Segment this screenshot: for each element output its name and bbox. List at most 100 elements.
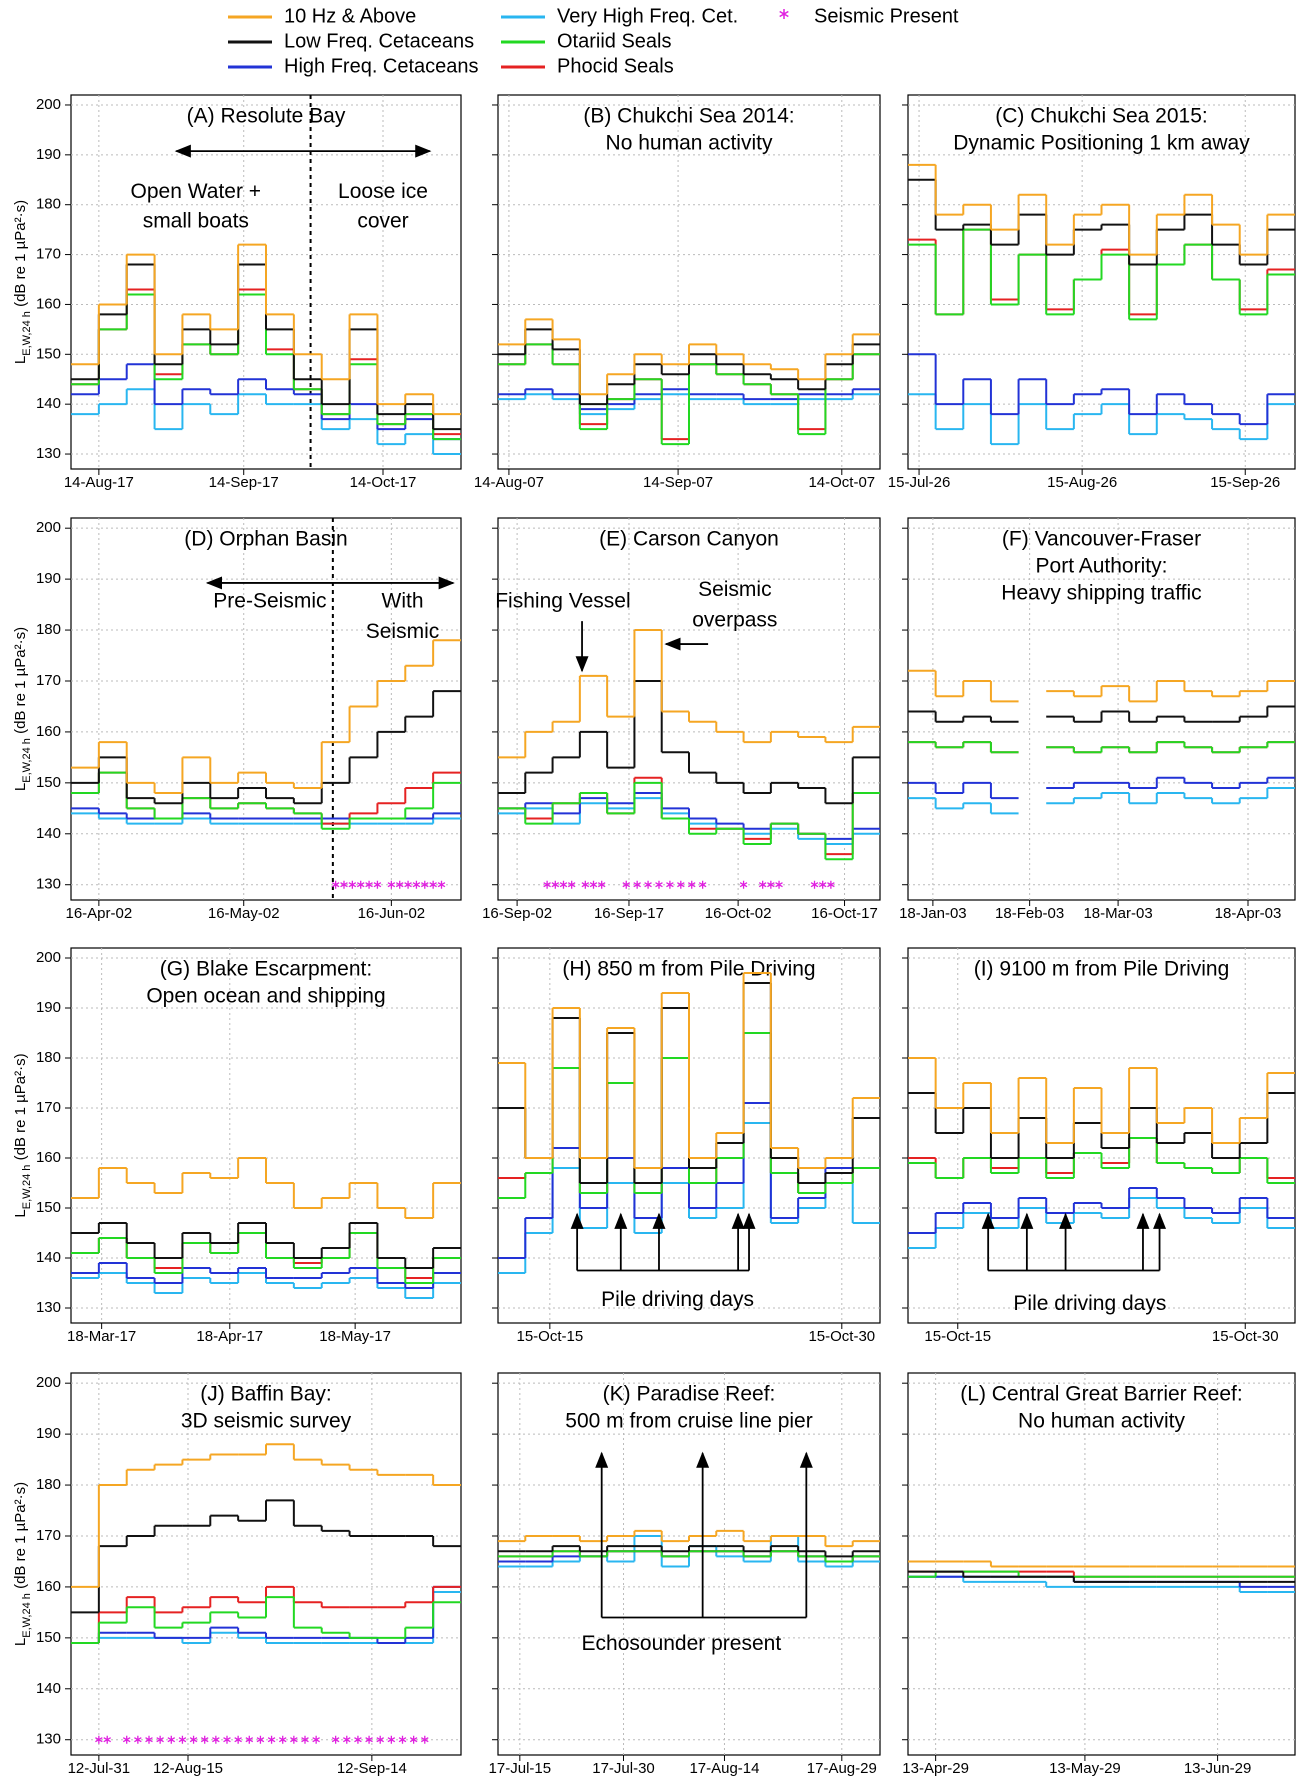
y-tick-label: 180 — [36, 1049, 61, 1066]
y-tick-label: 140 — [36, 395, 61, 412]
y-tick-label: 190 — [36, 146, 61, 163]
y-tick-label: 180 — [36, 621, 61, 638]
panel: 15-Jul-26 15-Aug-26 15-Sep-26 (C) Chukchi S… — [888, 94, 1296, 491]
annotation: Loose ice — [338, 180, 428, 203]
y-tick-label: 160 — [36, 295, 61, 312]
x-tick-label: 15-Oct-15 — [516, 1328, 583, 1345]
seismic-marker — [622, 880, 631, 889]
y-tick-label: 140 — [36, 1680, 61, 1697]
y-axis-label-part: E,W,24 h — [21, 311, 33, 356]
seismic-marker — [331, 1735, 340, 1744]
seismic-marker — [404, 880, 412, 889]
legend-label: High Freq. Cetaceans — [284, 55, 479, 77]
seismic-marker — [223, 1735, 231, 1744]
seismic-marker — [212, 1735, 220, 1744]
y-axis-label: LE,W,24 h (dB re 1 µPa²·s) — [12, 1053, 33, 1217]
panel-title: (D) Orphan Basin — [184, 528, 347, 551]
seismic-marker — [200, 1735, 209, 1744]
legend-label: Phocid Seals — [557, 55, 674, 77]
plot-frame — [907, 1372, 1296, 1756]
y-tick-label: 130 — [36, 1299, 61, 1316]
x-tick-label: 15-Jul-26 — [888, 474, 951, 491]
y-axis-label-part: (dB re 1 µPa²·s) — [12, 1482, 29, 1593]
panel-title: (G) Blake Escarpment: — [160, 958, 372, 981]
x-tick-label: 14-Aug-07 — [474, 474, 544, 491]
panel-title: (B) Chukchi Sea 2014: — [583, 105, 794, 128]
seismic-marker — [178, 1735, 187, 1744]
annotation: Echosounder present — [582, 1632, 782, 1655]
y-axis-label: LE,W,24 h (dB re 1 µPa²·s) — [12, 200, 33, 364]
x-tick-label: 17-Aug-29 — [807, 1760, 877, 1777]
panel: 130 140 150 160 170 180 190 200 12-Jul-31 12-Aug-… — [12, 1372, 462, 1777]
plot-frame — [70, 947, 462, 1324]
y-tick-label: 190 — [36, 999, 61, 1016]
plot-frame — [907, 517, 1296, 901]
seismic-marker — [376, 1735, 385, 1744]
y-tick-label: 170 — [36, 672, 61, 689]
seismic-marker — [429, 880, 437, 889]
x-tick-label: 18-Mar-03 — [1083, 905, 1152, 922]
y-tick-label: 150 — [36, 345, 61, 362]
y-tick-label: 180 — [36, 196, 61, 213]
y-tick-label: 140 — [36, 825, 61, 842]
seismic-marker — [775, 880, 783, 889]
x-tick-label: 16-Jun-02 — [358, 905, 426, 922]
panel-title: 3D seismic survey — [181, 1410, 352, 1433]
seismic-marker — [95, 1735, 103, 1744]
annotation: small boats — [143, 210, 249, 233]
seismic-marker — [331, 880, 340, 889]
seismic-marker — [145, 1735, 153, 1744]
y-axis-label-part: L — [12, 1209, 29, 1217]
y-tick-label: 190 — [36, 570, 61, 587]
x-tick-label: 17-Aug-14 — [689, 1760, 759, 1777]
seismic-marker — [395, 880, 404, 889]
seismic-marker — [666, 880, 674, 889]
x-tick-label: 12-Aug-15 — [153, 1760, 223, 1777]
seismic-marker — [412, 880, 421, 889]
seismic-marker — [567, 880, 576, 889]
seismic-marker — [767, 880, 775, 889]
panel: 130 140 150 160 170 180 190 200 14-Aug-17 14-Sep-… — [12, 94, 462, 491]
legend-label: 10 Hz & Above — [284, 5, 416, 27]
x-tick-label: 18-May-17 — [319, 1328, 391, 1345]
seismic-marker — [644, 880, 652, 889]
seismic-marker — [589, 880, 598, 889]
panel: 130 140 150 160 170 180 190 200 16-Apr-02 16-May-… — [12, 517, 462, 922]
panel-title: (L) Central Great Barrier Reef: — [960, 1383, 1242, 1406]
seismic-marker — [687, 880, 696, 889]
seismic-marker — [103, 1735, 112, 1744]
y-tick-label: 130 — [36, 876, 61, 893]
seismic-marker — [312, 1735, 320, 1744]
y-tick-label: 170 — [36, 246, 61, 263]
seismic-marker — [245, 1735, 254, 1744]
seismic-marker — [758, 880, 767, 889]
seismic-marker — [373, 880, 382, 889]
seismic-marker — [256, 1735, 265, 1744]
seismic-marker — [267, 1735, 276, 1744]
annotation: Fishing Vessel — [495, 590, 630, 613]
y-tick-label: 200 — [36, 1374, 61, 1391]
x-tick-label: 13-Apr-29 — [902, 1760, 969, 1777]
y-tick-label: 190 — [36, 1425, 61, 1442]
x-tick-label: 18-Jan-03 — [899, 905, 967, 922]
panel-title: No human activity — [1018, 1410, 1185, 1433]
x-tick-label: 15-Sep-26 — [1210, 474, 1280, 491]
seismic-marker — [543, 880, 551, 889]
seismic-marker — [387, 1735, 396, 1744]
x-tick-label: 16-May-02 — [208, 905, 280, 922]
seismic-marker — [677, 880, 685, 889]
x-tick-label: 14-Aug-17 — [64, 474, 134, 491]
panel-title: (E) Carson Canyon — [599, 528, 779, 551]
seismic-marker — [156, 1735, 164, 1744]
panel-title: (F) Vancouver-Fraser — [1002, 528, 1201, 551]
seismic-marker — [655, 880, 663, 889]
y-tick-label: 200 — [36, 96, 61, 113]
panel-title: Port Authority: — [1036, 555, 1168, 578]
annotation: Pre-Seismic — [213, 590, 326, 613]
x-tick-label: 16-Apr-02 — [66, 905, 133, 922]
y-axis-label-part: E,W,24 h — [21, 1165, 33, 1210]
legend-label: Otariid Seals — [557, 30, 672, 52]
y-tick-label: 160 — [36, 723, 61, 740]
panel: 15-Oct-15 15-Oct-30 (H) 850 m from Pile Dr… — [492, 947, 881, 1345]
seismic-marker — [698, 880, 707, 889]
